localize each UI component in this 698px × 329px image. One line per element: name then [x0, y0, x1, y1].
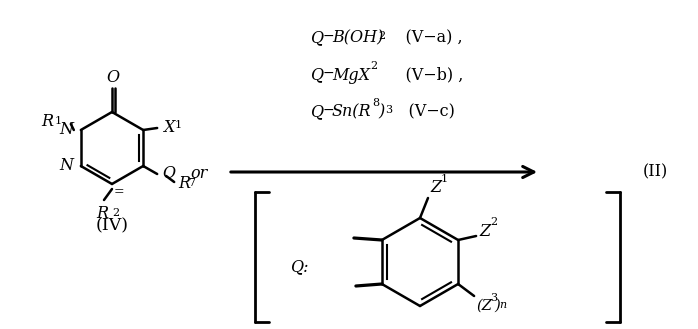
Text: n: n — [499, 300, 506, 310]
Text: ): ) — [494, 299, 500, 313]
Text: Q:: Q: — [290, 259, 309, 275]
Text: R: R — [96, 206, 108, 222]
Text: R: R — [40, 114, 53, 131]
Text: 2: 2 — [378, 31, 385, 41]
Text: 2: 2 — [112, 208, 119, 218]
Text: O: O — [162, 165, 175, 183]
Text: −: − — [323, 29, 334, 43]
Text: N: N — [60, 158, 74, 174]
Text: Z: Z — [479, 222, 490, 240]
Text: 1: 1 — [441, 174, 448, 184]
Text: X: X — [163, 118, 174, 136]
Text: R: R — [178, 175, 190, 192]
Text: ): ) — [378, 104, 385, 120]
Text: Sn(R: Sn(R — [332, 104, 371, 120]
Text: 1: 1 — [55, 116, 62, 126]
Text: 2: 2 — [370, 61, 377, 71]
Text: MgX: MgX — [332, 66, 370, 84]
Text: (Z: (Z — [476, 299, 492, 313]
Text: Z: Z — [430, 180, 441, 196]
Text: Q: Q — [310, 66, 323, 84]
Text: =: = — [114, 186, 125, 198]
Text: (V−c): (V−c) — [388, 104, 455, 120]
Text: 8: 8 — [372, 98, 379, 108]
Text: −: − — [323, 66, 334, 80]
Text: −: − — [323, 103, 334, 117]
Text: Q: Q — [310, 104, 323, 120]
Text: 3: 3 — [385, 105, 392, 115]
Text: 1: 1 — [174, 120, 181, 130]
Text: or: or — [191, 164, 208, 182]
Text: (V−a) ,: (V−a) , — [385, 30, 463, 46]
Text: (II): (II) — [642, 164, 667, 181]
Text: 7: 7 — [188, 178, 195, 188]
Text: Q: Q — [310, 30, 323, 46]
Text: B(OH): B(OH) — [332, 30, 383, 46]
Text: N: N — [60, 121, 74, 139]
Text: O: O — [106, 68, 119, 86]
Text: 2: 2 — [490, 217, 497, 227]
Text: (IV): (IV) — [96, 217, 128, 235]
Text: (V−b) ,: (V−b) , — [385, 66, 463, 84]
Text: 3: 3 — [490, 293, 497, 303]
